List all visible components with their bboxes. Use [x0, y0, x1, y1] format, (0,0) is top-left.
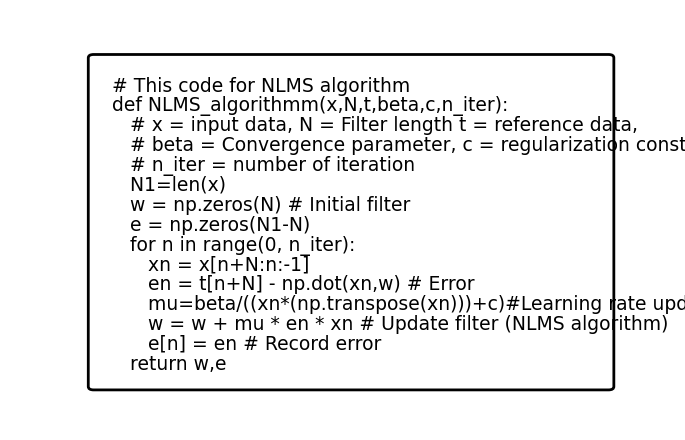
- Text: return w,e: return w,e: [112, 355, 227, 374]
- Text: w = np.zeros(N) # Initial filter: w = np.zeros(N) # Initial filter: [112, 196, 410, 215]
- Text: def NLMS_algorithmm(x,N,t,beta,c,n_iter):: def NLMS_algorithmm(x,N,t,beta,c,n_iter)…: [112, 96, 508, 117]
- Text: N1=len(x): N1=len(x): [112, 176, 226, 195]
- Text: # n_iter = number of iteration: # n_iter = number of iteration: [112, 156, 415, 176]
- Text: en = t[n+N] - np.dot(xn,w) # Error: en = t[n+N] - np.dot(xn,w) # Error: [112, 275, 475, 294]
- FancyBboxPatch shape: [88, 55, 614, 390]
- Text: e = np.zeros(N1-N): e = np.zeros(N1-N): [112, 216, 310, 235]
- Text: # beta = Convergence parameter, c = regularization constant,: # beta = Convergence parameter, c = regu…: [112, 136, 685, 155]
- Text: w = w + mu * en * xn # Update filter (NLMS algorithm): w = w + mu * en * xn # Update filter (NL…: [112, 315, 669, 334]
- Text: e[n] = en # Record error: e[n] = en # Record error: [112, 335, 382, 354]
- Text: # This code for NLMS algorithm: # This code for NLMS algorithm: [112, 77, 410, 95]
- Text: xn = x[n+N:n:-1]: xn = x[n+N:n:-1]: [112, 255, 310, 275]
- Text: mu=beta/((xn*(np.transpose(xn)))+c)#Learning rate update: mu=beta/((xn*(np.transpose(xn)))+c)#Lear…: [112, 295, 685, 314]
- Text: for n in range(0, n_iter):: for n in range(0, n_iter):: [112, 235, 356, 256]
- Text: # x = input data, N = Filter length t = reference data,: # x = input data, N = Filter length t = …: [112, 116, 638, 135]
